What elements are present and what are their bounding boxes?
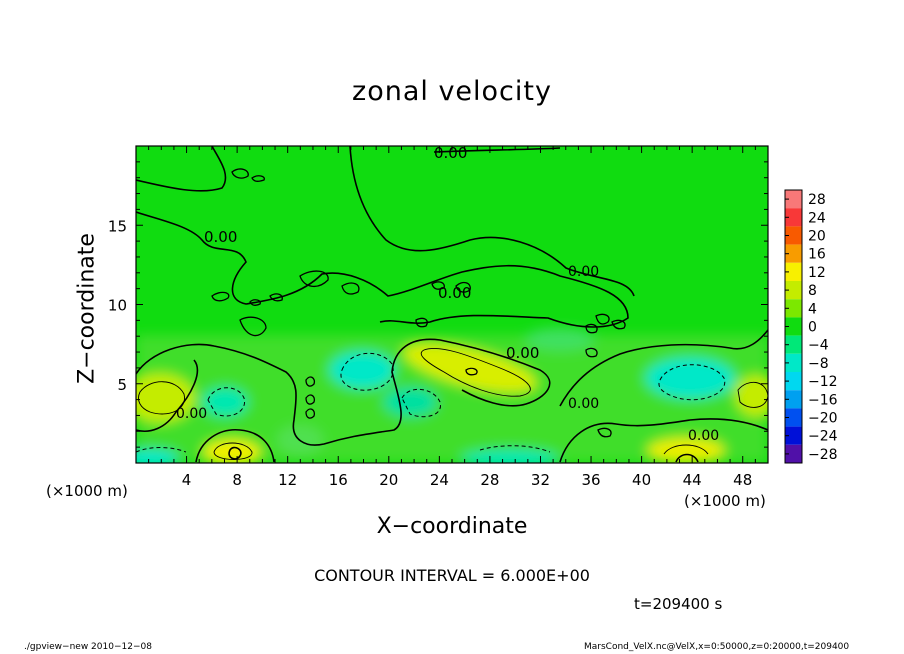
y-tick-label: 5: [117, 376, 127, 394]
contour-label: 0.00: [506, 344, 539, 362]
x-tick-label: 28: [480, 471, 499, 489]
x-axis-units: (×1000 m): [684, 492, 766, 510]
contour-interval: CONTOUR INTERVAL = 6.000E+00: [314, 566, 590, 585]
contour-label: 0.00: [434, 144, 467, 162]
positive-contours: [138, 347, 768, 460]
colorbar-swatch: [785, 244, 802, 263]
negative-contours: [136, 352, 726, 453]
colorbar-label: 16: [808, 247, 826, 263]
colorbar-label: 8: [808, 283, 817, 299]
colorbar-swatch: [785, 208, 802, 227]
footer-right: MarsCond_VelX.nc@VelX,x=0:50000,z=0:2000…: [584, 642, 850, 652]
colorbar-label: −20: [808, 411, 838, 427]
colorbar-swatch: [785, 299, 802, 318]
colorbar-swatch: [785, 372, 802, 391]
x-axis-label: X−coordinate: [376, 514, 528, 539]
footer-left: ./gpview−new 2010−12−08: [24, 642, 152, 652]
x-tick-label: 4: [182, 471, 192, 489]
colorbar-swatch: [785, 190, 802, 209]
colorbar-swatch: [785, 281, 802, 300]
contour-label: 0.00: [438, 284, 471, 302]
colorbar-swatch: [785, 317, 802, 336]
contour-lines: [136, 146, 768, 463]
colorbar-label: −24: [808, 429, 838, 445]
y-axis-units: (×1000 m): [46, 482, 128, 500]
colorbar-label: 28: [808, 192, 826, 208]
colorbar-label: 4: [808, 301, 817, 317]
x-tick-label: 32: [531, 471, 550, 489]
colorbar-label: 24: [808, 210, 826, 226]
y-tick-label: 10: [108, 297, 127, 315]
colorbar-label: −12: [808, 374, 838, 390]
contour-label: 0.00: [688, 428, 719, 444]
colorbar-label: 20: [808, 229, 826, 245]
colorbar-label: 0: [808, 320, 817, 336]
contour-label: 0.00: [176, 406, 207, 422]
colorbar-swatch: [785, 444, 802, 463]
velocity-field: 0.00 0.00 0.00 0.00 0.00 0.00 0.00 0.00: [136, 144, 768, 463]
contour-labels: 0.00 0.00 0.00 0.00 0.00 0.00 0.00 0.00: [176, 144, 719, 444]
colorbar-swatch: [785, 390, 802, 409]
axis-ticks: [136, 146, 768, 463]
x-tick-label: 48: [733, 471, 752, 489]
colorbar-label: 12: [808, 265, 826, 281]
colorbar: [784, 189, 803, 464]
x-tick-label: 20: [379, 471, 398, 489]
x-tick-label: 12: [278, 471, 297, 489]
x-tick-label: 8: [232, 471, 242, 489]
colorbar-swatch: [785, 408, 802, 427]
colorbar-swatch: [785, 262, 802, 281]
colorbar-swatch: [785, 426, 802, 445]
colorbar-label: −16: [808, 392, 838, 408]
x-tick-label: 36: [581, 471, 600, 489]
x-tick-label: 40: [632, 471, 651, 489]
cloud-contours: [211, 168, 626, 438]
colorbar-swatch: [785, 226, 802, 245]
colorbar-swatch: [785, 335, 802, 354]
contour-label: 0.00: [568, 264, 599, 280]
chart-title: zonal velocity: [352, 76, 552, 107]
y-tick-label: 15: [108, 217, 127, 235]
contour-label: 0.00: [568, 396, 599, 412]
colorbar-label: −28: [808, 447, 838, 463]
x-tick-label: 16: [329, 471, 348, 489]
colorbar-label: −4: [808, 338, 829, 354]
colorbar-label: −8: [808, 356, 829, 372]
colorbar-swatch: [785, 353, 802, 372]
time-label: t=209400 s: [634, 595, 723, 613]
x-tick-label: 44: [683, 471, 702, 489]
y-axis-label: Z−coordinate: [74, 233, 100, 384]
x-tick-label: 24: [430, 471, 449, 489]
contour-label: 0.00: [204, 228, 237, 246]
